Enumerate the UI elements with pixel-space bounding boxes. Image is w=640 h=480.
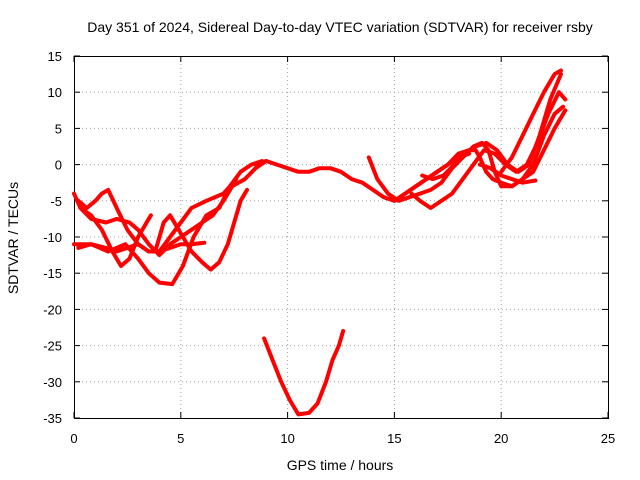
series-line-track-14 [262,329,346,417]
x-tick-label: 25 [601,431,615,446]
y-tick-label: 0 [55,158,62,173]
x-tick-label: 0 [70,431,77,446]
series-line-track-13 [499,68,563,174]
data-series [72,68,568,417]
series-line-track-6 [153,187,249,272]
y-tick-label: 10 [48,85,62,100]
y-tick-label: -25 [43,339,62,354]
series-line-track-4 [78,159,269,258]
y-axis-ticks: 15 10 5 0 -5 -10 -15 -20 -25 -30 -35 [43,49,608,426]
y-tick-label: -10 [43,230,62,245]
x-axis-ticks: 0 5 10 15 20 25 [70,56,615,446]
x-tick-label: 20 [494,431,508,446]
y-tick-label: -5 [50,194,62,209]
x-tick-label: 10 [280,431,294,446]
y-tick-label: 15 [48,49,62,64]
chart-title: Day 351 of 2024, Sidereal Day-to-day VTE… [87,19,593,35]
x-axis-label: GPS time / hours [287,457,394,473]
grid-lines [74,56,608,418]
series-line-track-5 [76,240,207,254]
series-line-track-12 [477,162,538,185]
y-tick-label: -35 [43,411,62,426]
x-tick-label: 15 [387,431,401,446]
y-tick-label: 5 [55,121,62,136]
series-line-track-11 [420,72,563,182]
y-tick-label: -15 [43,266,62,281]
y-axis-label: SDTVAR / TECUs [5,182,21,294]
x-tick-label: 5 [177,431,184,446]
y-tick-label: -30 [43,375,62,390]
y-tick-label: -20 [43,302,62,317]
